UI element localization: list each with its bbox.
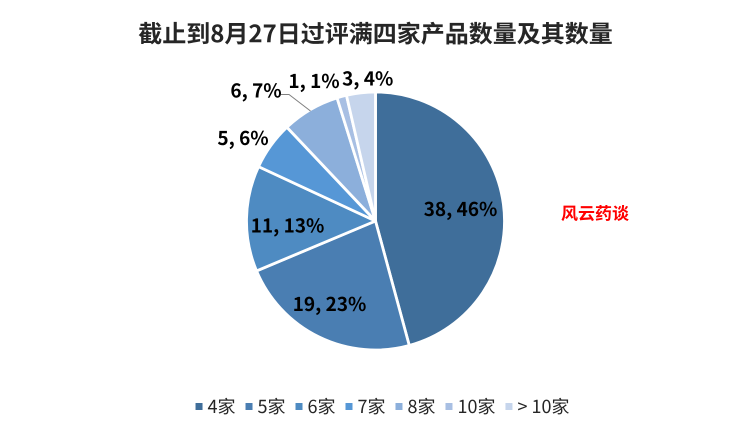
pie-slice-> 10家[interactable]: [345, 90, 377, 223]
label-leader-line: [281, 94, 311, 112]
slice-label-8家: [231, 83, 281, 102]
watermark-text: [561, 205, 629, 222]
legend-label-4家: [207, 397, 235, 415]
legend-item-4家[interactable]: [195, 397, 235, 415]
pie-plot-area: [245, 90, 506, 352]
legend-item-5家[interactable]: [245, 397, 285, 415]
slice-data-labels: [217, 71, 497, 316]
leader-line: [281, 94, 311, 112]
slice-label-> 10家: [342, 71, 393, 90]
watermark-run: [561, 205, 629, 222]
legend-label-8家: [408, 397, 435, 415]
legend-marker-5家: [245, 403, 253, 410]
legend-label-6家: [308, 397, 335, 415]
legend-label-5家: [258, 397, 285, 415]
pie-slice-5家[interactable]: [255, 219, 411, 352]
chart-title-text: [138, 21, 612, 45]
legend-marker-6家: [295, 403, 303, 410]
legend-marker-> 10家: [505, 403, 513, 410]
legend: [195, 397, 569, 415]
legend-item-6家[interactable]: [295, 397, 335, 415]
slice-label-7家: [217, 130, 268, 150]
chart-title: [138, 21, 612, 45]
legend-marker-8家: [395, 403, 403, 410]
legend-item-10家[interactable]: [445, 397, 495, 415]
legend-item-7家[interactable]: [345, 397, 385, 415]
legend-label-7家: [358, 397, 385, 415]
legend-label-> 10家: [518, 397, 569, 415]
legend-marker-4家: [195, 403, 203, 410]
legend-marker-10家: [445, 403, 453, 410]
legend-item-8家[interactable]: [395, 397, 435, 415]
slice-label-10家: [289, 73, 339, 93]
slice-label-4家: [424, 201, 497, 221]
slice-label-6家: [252, 218, 324, 237]
legend-label-10家: [459, 397, 495, 415]
legend-item-> 10家[interactable]: [505, 397, 569, 415]
slice-label-5家: [294, 296, 366, 316]
pie-slice-4家[interactable]: [374, 90, 506, 347]
legend-marker-7家: [345, 403, 353, 410]
